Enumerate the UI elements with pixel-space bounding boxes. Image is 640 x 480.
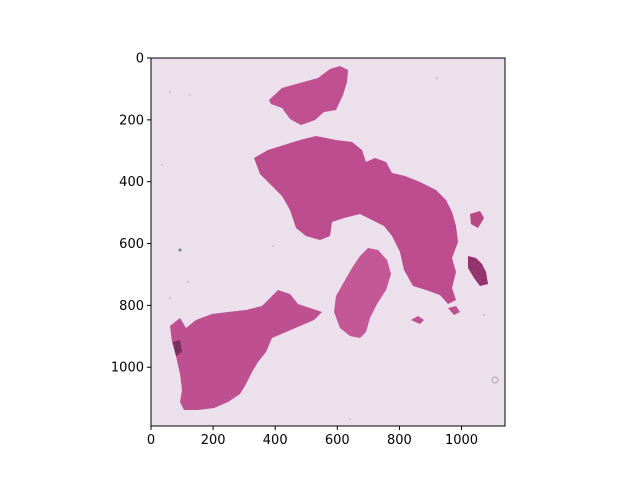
x-tick-label: 600 [325, 433, 350, 448]
tissue-fragment-tiny [411, 316, 424, 324]
x-tick-label: 800 [387, 433, 412, 448]
y-tick-label: 800 [119, 299, 144, 314]
tissue-fragment-top [269, 66, 348, 125]
y-tick-label: 600 [119, 237, 144, 252]
x-tick-label: 0 [147, 433, 155, 448]
y-tick-label: 200 [119, 113, 144, 128]
tissue-fragment-bottom-left [170, 290, 322, 410]
tissue-fragment-right-small [470, 211, 484, 228]
y-tick-label: 400 [119, 175, 144, 190]
tissue-fragment-dark-edge [173, 340, 182, 356]
tissue-fragment-right-dark [468, 256, 488, 286]
x-axis: 0 200 400 600 800 1000 [147, 426, 478, 448]
tissue-fragment-center [254, 136, 458, 304]
tissue-fragment-middle [334, 248, 391, 338]
y-axis: 0 200 400 600 800 1000 [111, 52, 151, 376]
x-tick-label: 400 [263, 433, 288, 448]
x-tick-label: 1000 [445, 433, 478, 448]
y-tick-label: 1000 [111, 361, 144, 376]
tissue-fragments [170, 66, 488, 410]
background-debris [161, 76, 499, 420]
y-tick-label: 0 [136, 52, 144, 67]
plot-frame [150, 57, 506, 427]
tissue-image [151, 58, 505, 426]
tissue-fragment-tiny [448, 306, 460, 315]
x-tick-label: 200 [201, 433, 226, 448]
